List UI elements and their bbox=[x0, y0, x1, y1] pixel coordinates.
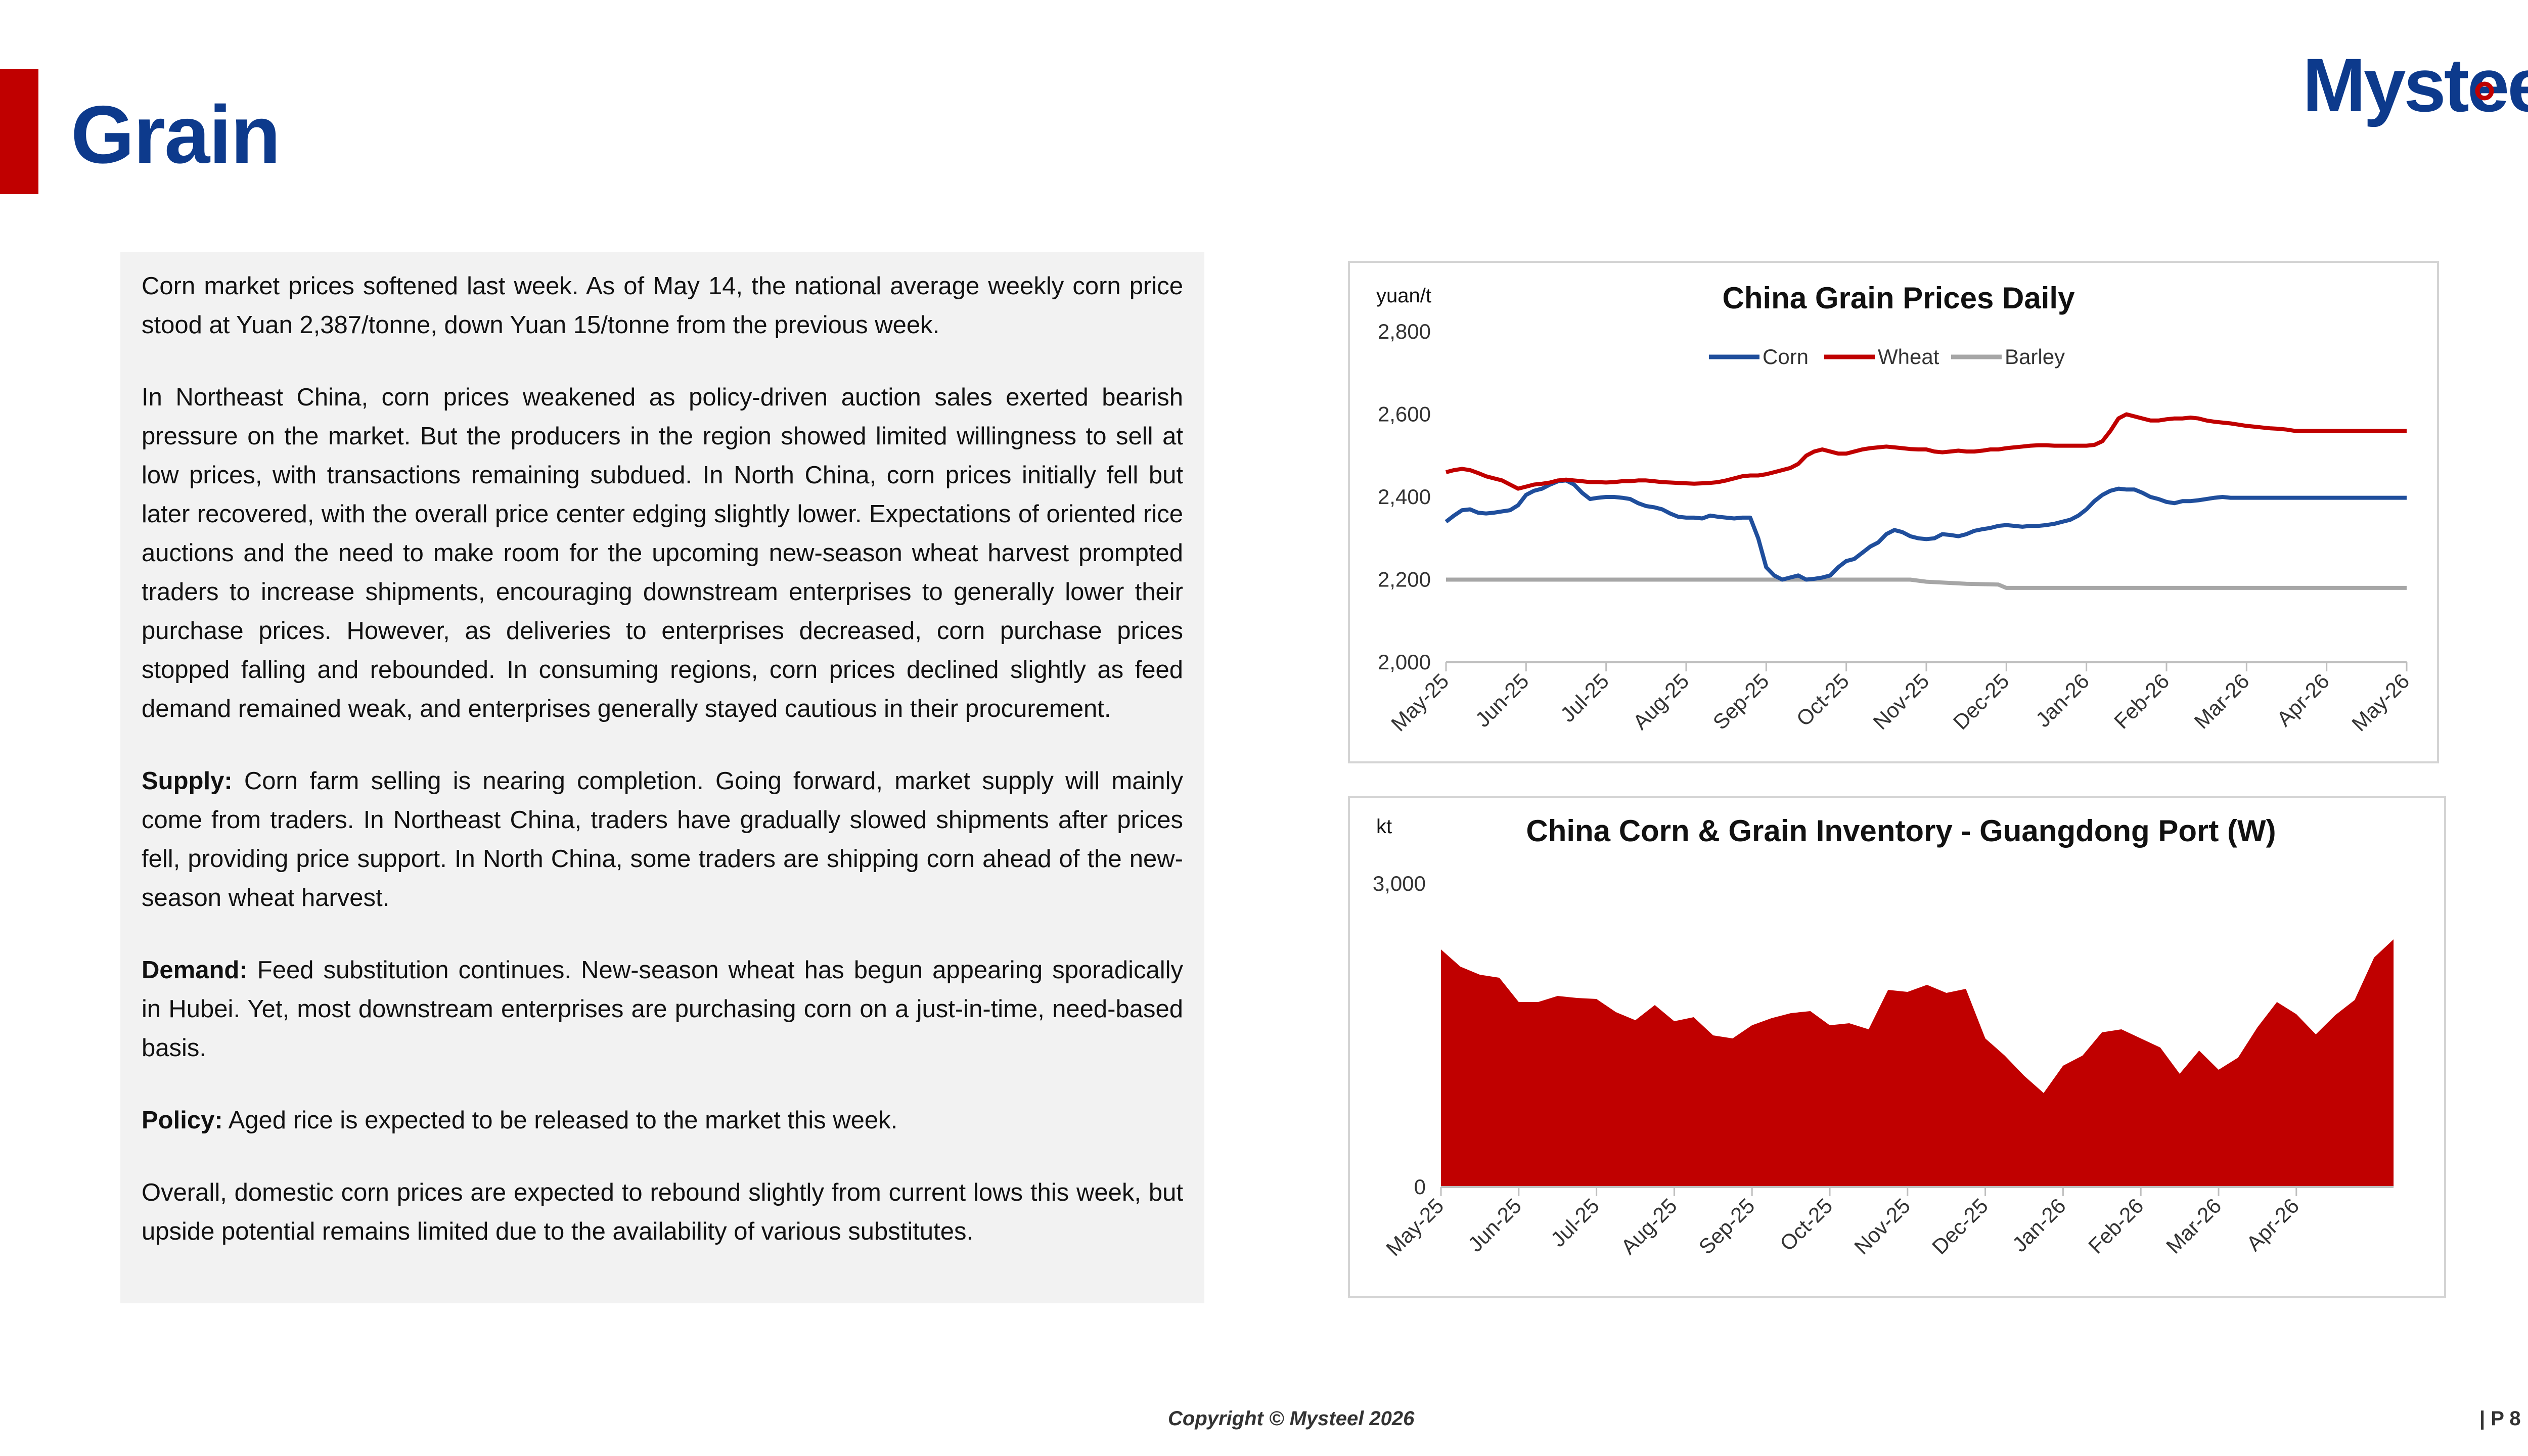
chart1-legend: Corn Wheat Barley bbox=[1709, 345, 2065, 369]
chart2-x-tick: Nov-25 bbox=[1849, 1194, 1915, 1259]
chart1-legend-label: Barley bbox=[2005, 345, 2065, 369]
commentary-panel: Corn market prices softened last week. A… bbox=[120, 252, 1204, 1303]
corn-inventory-chart-svg: China Corn & Grain Inventory - Guangdong… bbox=[1373, 814, 2394, 1260]
corn-inventory-chart: China Corn & Grain Inventory - Guangdong… bbox=[1348, 796, 2446, 1298]
chart2-x-tick: Oct-25 bbox=[1775, 1194, 1837, 1255]
chart2-y-tick: 3,000 bbox=[1373, 872, 1426, 895]
chart1-x-tick: Nov-25 bbox=[1868, 669, 1933, 734]
chart2-series bbox=[1441, 939, 2394, 1187]
paragraph-demand: Demand: Feed substitution continues. New… bbox=[142, 957, 1183, 1062]
page-title: Grain bbox=[71, 89, 281, 180]
chart1-y-tick: 2,800 bbox=[1378, 320, 1431, 343]
chart1-y-tick: 2,400 bbox=[1378, 485, 1431, 509]
chart1-series-barley bbox=[1446, 577, 2407, 590]
chart1-series-wheat bbox=[1445, 412, 2407, 491]
paragraph-supply: Supply: Corn farm selling is nearing com… bbox=[142, 767, 1183, 912]
chart2-x-tick: Apr-26 bbox=[2242, 1194, 2304, 1255]
chart1-x-tick: Dec-25 bbox=[1949, 669, 2014, 734]
chart2-x-tick: Dec-25 bbox=[1927, 1194, 1993, 1259]
paragraph-northeast: In Northeast China, corn prices weakened… bbox=[142, 384, 1183, 722]
chart2-y-tick: 0 bbox=[1414, 1175, 1426, 1199]
chart1-y-tick: 2,600 bbox=[1378, 402, 1431, 426]
chart2-x-tick: Feb-26 bbox=[2084, 1194, 2148, 1258]
logo-text: Mysteel bbox=[2303, 51, 2528, 127]
chart1-x-tick: May-25 bbox=[1386, 669, 1453, 736]
chart1-x-tick: Jan-26 bbox=[2031, 669, 2094, 732]
chart1-legend-label: Corn bbox=[1763, 345, 1809, 369]
chart1-legend-label: Wheat bbox=[1878, 345, 1939, 369]
chart1-x-tick: May-26 bbox=[2347, 669, 2414, 736]
chart1-series bbox=[1444, 412, 2407, 590]
chart2-x-tick: May-25 bbox=[1381, 1194, 1448, 1260]
chart1-x-tick: Jun-25 bbox=[1471, 669, 1533, 732]
grain-prices-chart-svg: China Grain Prices Daily yuan/t Corn Whea… bbox=[1376, 281, 2414, 736]
paragraph-summary: Corn market prices softened last week. A… bbox=[142, 272, 1183, 339]
chart1-x-tick: Aug-25 bbox=[1628, 669, 1693, 734]
chart2-x-tick: Mar-26 bbox=[2161, 1194, 2226, 1258]
copyright-notice: Copyright © Mysteel 2026 bbox=[1168, 1407, 1415, 1430]
chart1-x-tick: Jul-25 bbox=[1556, 669, 1613, 726]
chart1-y-tick: 2,000 bbox=[1378, 650, 1431, 674]
chart1-y-tick: 2,200 bbox=[1378, 568, 1431, 592]
chart1-series-corn bbox=[1444, 478, 2407, 582]
chart2-x-tick: Jan-26 bbox=[2008, 1194, 2070, 1256]
chart1-x-tick: Feb-26 bbox=[2109, 669, 2174, 733]
paragraph-outlook: Overall, domestic corn prices are expect… bbox=[142, 1179, 1183, 1245]
logo-accent-icon bbox=[2475, 81, 2494, 101]
chart1-axes: 2,000 2,200 2,400 2,600 2,800 May-25 Jun-25 Jul… bbox=[1378, 320, 2414, 736]
chart2-x-tick: Jun-25 bbox=[1463, 1194, 1526, 1256]
page-number: | P 8 bbox=[2479, 1407, 2521, 1430]
chart2-x-tick: Sep-25 bbox=[1694, 1194, 1759, 1259]
chart2-x-tick: Aug-25 bbox=[1616, 1194, 1682, 1259]
chart2-title: China Corn & Grain Inventory - Guangdong… bbox=[1526, 814, 2276, 848]
paragraph-policy: Policy: Aged rice is expected to be rele… bbox=[142, 1107, 898, 1134]
chart2-inventory-area bbox=[1441, 939, 2394, 1187]
chart1-x-tick: Mar-26 bbox=[2189, 669, 2253, 733]
chart1-x-tick: Oct-25 bbox=[1792, 669, 1854, 731]
chart1-title: China Grain Prices Daily bbox=[1723, 281, 2075, 315]
grain-prices-chart: China Grain Prices Daily yuan/t Corn Whea… bbox=[1348, 261, 2439, 763]
chart2-x-tick: Jul-25 bbox=[1546, 1194, 1604, 1251]
chart1-x-tick: Sep-25 bbox=[1708, 669, 1774, 734]
chart1-y-unit: yuan/t bbox=[1376, 285, 1431, 307]
mysteel-logo: Mysteel bbox=[2303, 51, 2528, 127]
chart2-y-unit: kt bbox=[1376, 815, 1392, 838]
chart1-x-tick: Apr-26 bbox=[2272, 669, 2334, 731]
title-accent-bar bbox=[0, 69, 38, 194]
